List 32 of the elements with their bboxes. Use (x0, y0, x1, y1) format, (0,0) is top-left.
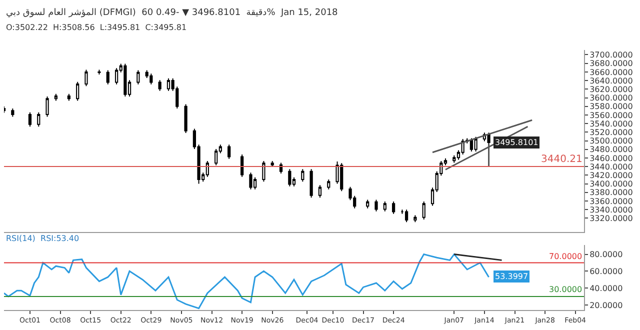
y-tick-label: 3620.0000 (590, 84, 633, 94)
y-tick-label: 3660.0000 (590, 68, 633, 77)
ref-line-label: 30.0000 (549, 285, 582, 294)
annotation: 53.3997 (495, 272, 528, 281)
y-tick-label: 3400.0000 (590, 180, 633, 189)
y-tick-label: 60.0000 (590, 266, 623, 276)
y-tick-label: 40.0000 (590, 284, 623, 293)
y-tick-label: 3540.0000 (590, 119, 633, 128)
ref-line-label: 70.0000 (549, 252, 582, 261)
y-tick-label: 3680.0000 (590, 59, 633, 68)
y-tick-label: 3440.0000 (590, 162, 633, 172)
chart-subtitle: O:3502.22 H:3508.56 L:3495.81 C:3495.81 (6, 23, 187, 32)
y-tick-label: 3340.0000 (590, 205, 633, 214)
chart-title: المؤشر العام لسوق دبي (DFMGI) 60 دقيقة 3496.8101 ▼ -0.49% Jan 15, 2018 (6, 8, 338, 18)
y-tick-label: 3560.0000 (590, 110, 633, 120)
y-tick-label: 20.0000 (590, 300, 623, 310)
y-tick-label: 3580.0000 (590, 102, 633, 112)
y-tick-label: 3500.0000 (590, 136, 633, 146)
y-tick-label: 3640.0000 (590, 76, 633, 86)
ref-line-label: 3440.21 (541, 154, 582, 165)
y-tick-label: 3520.0000 (590, 128, 633, 137)
y-tick-label: 3700.0000 (590, 50, 633, 60)
y-tick-label: 3600.0000 (590, 94, 633, 103)
y-tick-label: 80.0000 (590, 250, 623, 260)
y-tick-label: 3420.0000 (590, 171, 633, 180)
y-tick-label: 3380.0000 (590, 188, 633, 198)
y-tick-label: 3320.0000 (590, 214, 633, 224)
y-tick-label: 3460.0000 (590, 154, 633, 163)
y-tick-label: 3360.0000 (590, 196, 633, 206)
annotation: 3495.8101 (495, 138, 538, 147)
chart-title: RSI(14) RSI:53.40 (6, 234, 80, 243)
y-tick-label: 3480.0000 (590, 145, 633, 154)
